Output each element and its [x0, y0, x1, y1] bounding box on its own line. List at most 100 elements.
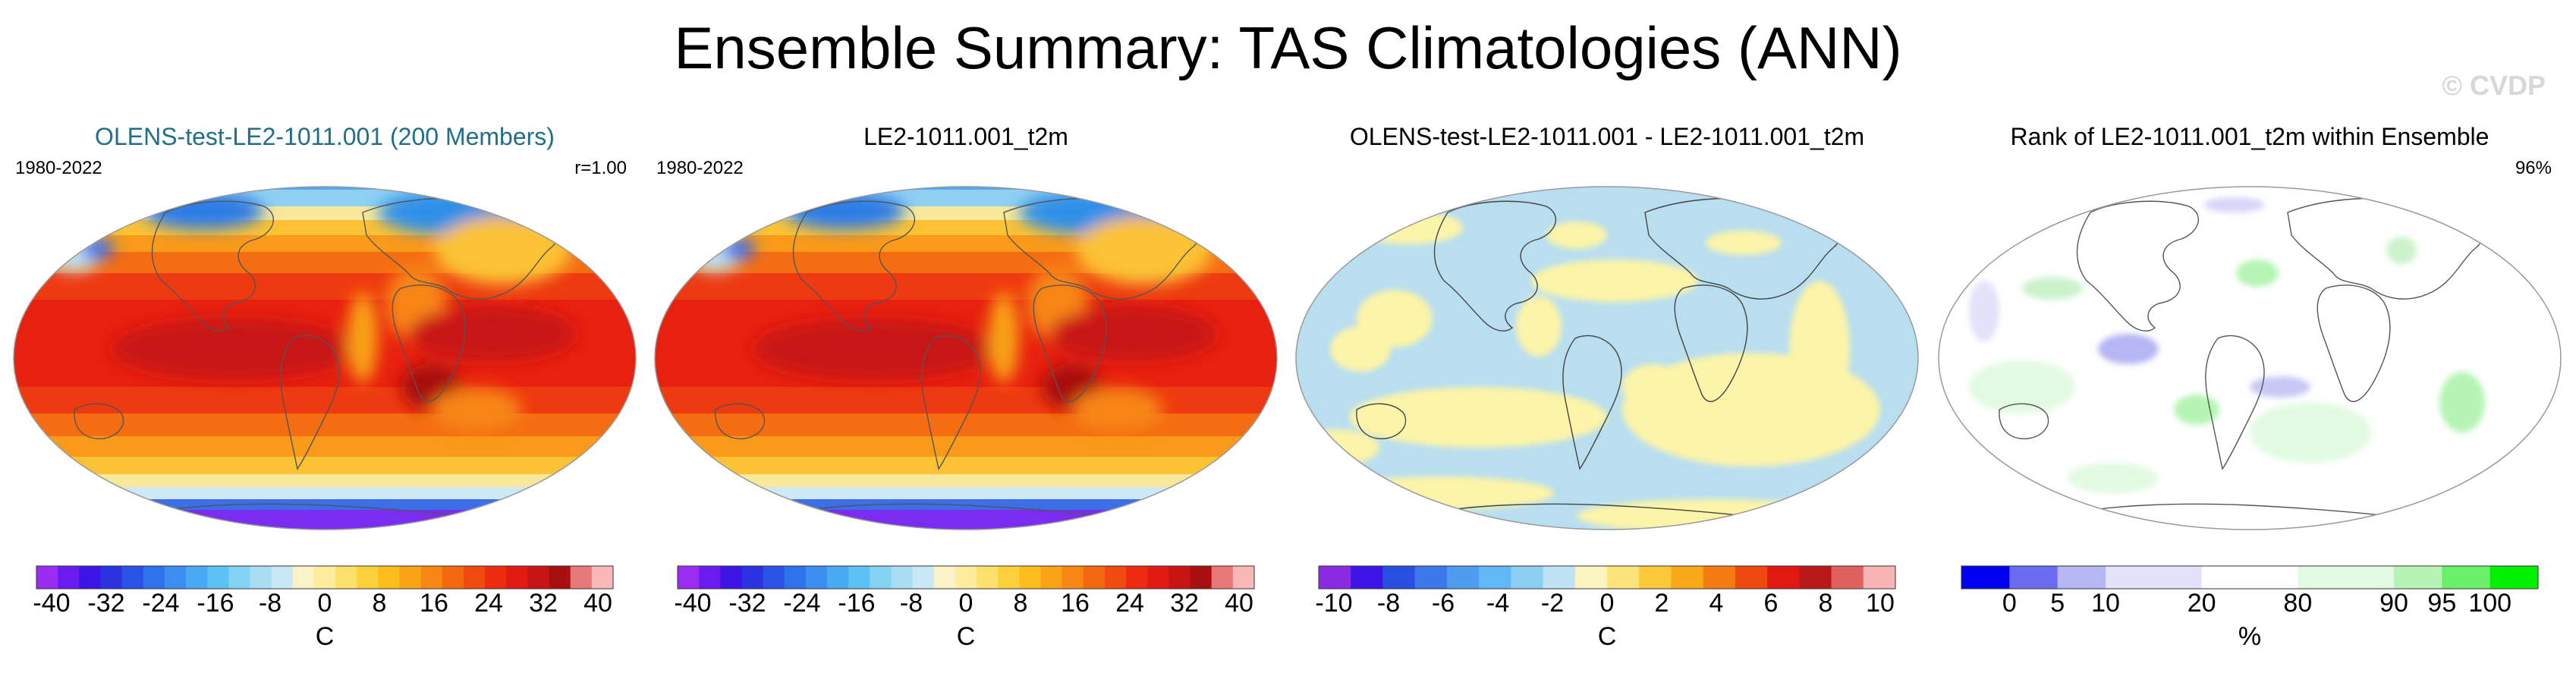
colorbar-tick-label: -16 [197, 589, 234, 613]
colorbar-tick-label: 8 [1819, 589, 1833, 613]
colorbar-tick-label: -8 [900, 589, 923, 613]
colorbar-tick-label: -32 [87, 589, 124, 613]
colorbar-swatch [1639, 566, 1672, 589]
period-label: 1980-2022 [656, 158, 744, 178]
colorbar-tick-label: 8 [373, 589, 387, 613]
temperature-band [14, 273, 636, 300]
colorbar-tick-label: 8 [1014, 589, 1028, 613]
map-outline [1938, 186, 2562, 530]
temperature-band [655, 487, 1277, 499]
colorbar-swatch [1232, 566, 1255, 589]
colorbar-swatch [463, 566, 486, 589]
colorbar-tick-label: 32 [529, 589, 558, 613]
colorbar-swatch [1147, 566, 1169, 589]
colorbar-swatch [399, 566, 422, 589]
colorbar-swatch [1671, 566, 1704, 589]
rank-background [1939, 187, 2561, 530]
temperature-band [14, 474, 636, 487]
period-label: 1980-2022 [15, 158, 102, 178]
colorbar-swatch [143, 566, 165, 589]
colorbar-unit: C [1597, 622, 1617, 651]
colorbar-swatch [1382, 566, 1416, 589]
temperature-band [14, 499, 636, 510]
colorbar-swatch [1767, 566, 1800, 589]
panel-ensemble-mean: OLENS-test-LE2-1011.001 (200 Members) 19… [6, 121, 643, 668]
colorbar-tick-label: 0 [959, 589, 973, 613]
colorbar-swatch [1735, 566, 1768, 589]
watermark: © CVDP [2442, 70, 2546, 101]
temperature-band [14, 510, 636, 530]
difference-region [1349, 387, 1607, 448]
colorbar-tick-label: -32 [728, 589, 766, 613]
colorbar-tick-label: -8 [1377, 589, 1400, 613]
colorbar-swatch [1104, 566, 1127, 589]
colorbar-swatch [699, 566, 721, 589]
temperature-band [14, 187, 636, 190]
colorbar-tick-label: -6 [1432, 589, 1455, 613]
colorbar-swatch [912, 566, 935, 589]
colorbar-swatch [1062, 566, 1084, 589]
colorbar-tick-label: -4 [1486, 589, 1509, 613]
temperature-region [753, 319, 996, 379]
panel-title: OLENS-test-LE2-1011.001 (200 Members) [95, 123, 555, 150]
colorbar-tick-label: -10 [1315, 589, 1352, 613]
temperature-band [655, 190, 1277, 206]
correlation-label: r=1.00 [574, 158, 627, 178]
colorbar-tick-label: -24 [783, 589, 820, 613]
colorbar-tick-label: 20 [2188, 589, 2216, 613]
colorbar-tick-label: 0 [318, 589, 332, 613]
colorbar-swatch [720, 566, 742, 589]
colorbar-tick-label: 2 [1655, 589, 1669, 613]
figure-title: Ensemble Summary: TAS Climatologies (ANN… [674, 14, 1902, 81]
colorbar-swatch [1863, 566, 1896, 589]
colorbar-swatch [2394, 566, 2442, 589]
colorbar-swatch [1019, 566, 1042, 589]
colorbar-tick-label: -2 [1541, 589, 1564, 613]
map-rank [1938, 186, 2562, 530]
colorbar-swatch [335, 566, 357, 589]
colorbar-swatch [442, 566, 464, 589]
difference-region [1531, 259, 1698, 302]
temperature-band [655, 273, 1277, 300]
difference-region [1330, 326, 1391, 372]
colorbar: -40 -32 -24 -16 -8 0 8 16 24 32 40 [33, 565, 614, 613]
temperature-band [655, 206, 1277, 220]
colorbar-tick-label: -16 [838, 589, 875, 613]
rank-region [2098, 334, 2159, 364]
colorbar-tick-label: 40 [583, 589, 612, 613]
colorbar-tick-label: 5 [2050, 589, 2065, 613]
temperature-band [14, 387, 636, 413]
panel-title: LE2-1011.001_t2m [863, 123, 1068, 150]
temperature-region [1076, 216, 1213, 285]
colorbar-swatch [186, 566, 208, 589]
colorbar: -10 -8 -6 -4 -2 0 2 4 6 8 10 [1315, 565, 1896, 613]
colorbar-tick-label: -40 [33, 589, 70, 613]
colorbar-swatch [250, 566, 272, 589]
colorbar-swatch [271, 566, 294, 589]
map-difference [1295, 186, 1919, 530]
colorbar-tick-label: 6 [1764, 589, 1779, 613]
colorbar-swatch [998, 566, 1020, 589]
temperature-band [655, 220, 1277, 235]
colorbar-swatch [2298, 566, 2395, 589]
colorbar-swatch [1190, 566, 1213, 589]
colorbar-swatch [763, 566, 785, 589]
colorbar-swatch [1446, 566, 1480, 589]
panel-rank: Rank of LE2-1011.001_t2m within Ensemble… [1931, 121, 2568, 668]
colorbar-swatch [955, 566, 977, 589]
difference-region [1357, 211, 1463, 244]
colorbar-tick-label: 10 [2091, 589, 2120, 613]
colorbar-swatch [977, 566, 999, 589]
colorbar-swatch [313, 566, 336, 589]
map-outline [1295, 186, 1919, 530]
colorbar-swatch [100, 566, 123, 589]
colorbar-tick-label: 32 [1170, 589, 1199, 613]
colorbar-swatch [420, 566, 443, 589]
colorbar-swatch [506, 566, 528, 589]
temperature-band [655, 457, 1277, 474]
temperature-region [348, 292, 378, 383]
panel-difference: OLENS-test-LE2-1011.001 - LE2-1011.001_t… [1288, 121, 1926, 668]
difference-region [1577, 499, 1850, 530]
difference-region [1296, 429, 1379, 466]
colorbar-swatch [827, 566, 849, 589]
